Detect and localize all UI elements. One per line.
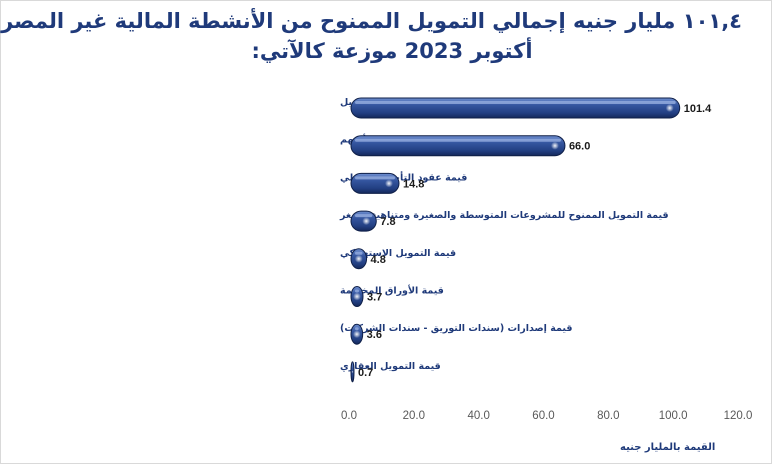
bar-sparkle xyxy=(351,370,354,373)
bar-highlight xyxy=(355,138,561,142)
category-label: قيمة الأوراق المخصمة xyxy=(340,285,444,297)
bar-sparkle xyxy=(384,179,393,188)
bar-sparkle xyxy=(362,217,371,226)
value-label: 3.7 xyxy=(367,292,382,304)
bar-highlight xyxy=(355,176,395,180)
bar-group: قيمة إصدارات الأسهم66.0 xyxy=(340,134,590,157)
chart-title-block: ١٠١,٤ مليار جنيه إجمالي التمويل الممنوح … xyxy=(0,6,742,66)
x-tick-label: 60.0 xyxy=(532,410,554,422)
bar-sparkle xyxy=(550,141,559,150)
value-label: 7.8 xyxy=(380,216,395,228)
value-label: 4.8 xyxy=(371,254,386,266)
category-label: قيمة إصدارات (سندات التوريق - سندات الشر… xyxy=(340,323,572,334)
x-tick-label: 20.0 xyxy=(403,410,425,422)
category-label: قيمة التمويل الاستهلاكي xyxy=(340,248,456,259)
x-tick-label: 40.0 xyxy=(467,410,489,422)
x-tick-label: 120.0 xyxy=(724,410,753,422)
value-label: 14.8 xyxy=(403,178,424,190)
category-label: قيمة التمويل الممنوح للمشروعات المتوسطة … xyxy=(339,210,669,221)
bar-highlight xyxy=(355,214,373,218)
x-axis-title: القيمة بالمليار جنيه xyxy=(620,442,716,453)
chart-subtitle: أكتوبر 2023 موزعة كالآتي: xyxy=(251,39,533,63)
x-tick-label: 0.0 xyxy=(341,410,357,422)
chart-title: ١٠١,٤ مليار جنيه إجمالي التمويل الممنوح … xyxy=(0,9,742,33)
value-label: 101.4 xyxy=(684,103,712,115)
category-label: قيمة التمويل العقاري xyxy=(340,361,441,372)
bar-sparkle xyxy=(352,330,361,339)
value-label: 3.6 xyxy=(367,329,382,341)
bar-sparkle xyxy=(665,104,674,112)
bar-sparkle xyxy=(354,254,363,263)
bar-highlight xyxy=(355,289,359,293)
bar-sparkle xyxy=(352,292,361,301)
bar-highlight xyxy=(355,327,359,331)
bar-highlight xyxy=(355,251,363,255)
bar-group: قيمة إصدارات (سندات التوريق - سندات الشر… xyxy=(340,323,572,345)
bar-group: قيمة التمويل الممنوح للمشروعات المتوسطة … xyxy=(339,210,669,232)
value-label: 0.7 xyxy=(358,367,373,379)
x-tick-label: 80.0 xyxy=(597,410,619,422)
x-tick-label: 100.0 xyxy=(659,410,688,422)
bar-group: إجمالي قيم التمويل101.4 xyxy=(340,97,712,119)
value-label: 66.0 xyxy=(569,141,590,153)
bar-highlight xyxy=(355,101,676,104)
